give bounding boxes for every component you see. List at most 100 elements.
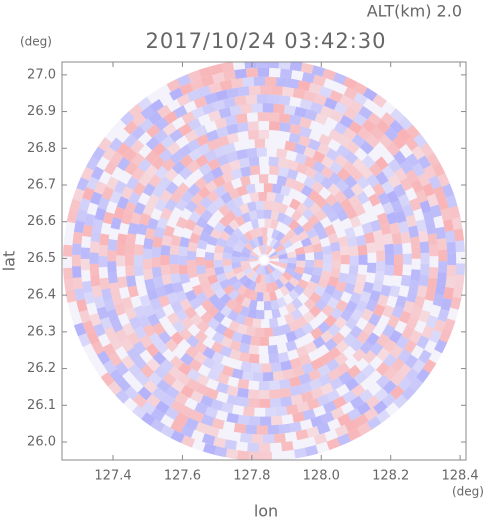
- radar-cell: [164, 406, 180, 421]
- radar-cell: [333, 121, 348, 135]
- radar-cell: [374, 387, 389, 402]
- radar-cell: [271, 308, 281, 319]
- radar-cell: [143, 238, 154, 250]
- radar-cell: [116, 142, 131, 157]
- radar-cell: [198, 66, 213, 79]
- radar-cell: [82, 320, 95, 335]
- radar-cell: [89, 312, 102, 327]
- annotation: ALT(km) 2.0: [367, 2, 462, 21]
- radar-cell: [264, 218, 272, 228]
- radar-cell: [249, 192, 259, 203]
- radar-cell: [245, 183, 256, 194]
- radar-cell: [237, 86, 250, 97]
- radar-cell: [107, 250, 117, 262]
- radar-cell: [246, 147, 258, 158]
- radar-cell: [289, 234, 301, 245]
- radar-cell: [445, 276, 456, 289]
- radar-cell: [270, 219, 279, 230]
- radar-cell: [249, 290, 258, 301]
- radar-cell: [213, 311, 226, 324]
- radar-cell: [151, 156, 166, 170]
- radar-cell: [126, 275, 137, 288]
- radar-cell: [91, 285, 103, 298]
- radar-cell: [405, 368, 420, 383]
- radar-cell: [271, 229, 280, 240]
- radar-cell: [186, 368, 201, 382]
- radar-cell: [294, 143, 307, 155]
- radar-cell: [258, 390, 270, 399]
- radar-cell: [152, 236, 163, 248]
- radar-cell: [353, 92, 368, 106]
- radar-cell: [368, 193, 381, 207]
- radar-cell: [256, 209, 264, 220]
- chart-title: 2017/10/24 03:42:30: [145, 29, 386, 53]
- radar-cell: [279, 285, 290, 297]
- radar-cell: [348, 245, 359, 257]
- radar-cell: [274, 193, 285, 204]
- radar-cell: [162, 122, 177, 137]
- radar-cell: [401, 325, 415, 340]
- radar-cell: [147, 217, 159, 230]
- radar-cell: [288, 320, 300, 332]
- radar-cell: [125, 176, 139, 191]
- radar-cell: [213, 260, 224, 268]
- radar-cell: [405, 169, 419, 184]
- radar-cell: [116, 255, 126, 267]
- radar-cell: [398, 116, 413, 131]
- radar-cell: [424, 288, 436, 302]
- radar-cell: [270, 281, 279, 292]
- radar-cell: [155, 285, 167, 298]
- y-tick-label: 26.5: [27, 251, 56, 266]
- radar-cell: [327, 276, 339, 288]
- radar-cell: [372, 280, 384, 293]
- radar-cell: [152, 322, 166, 336]
- radar-cell: [299, 382, 313, 394]
- radar-cell: [312, 221, 325, 233]
- x-tick-label: 128.4: [441, 469, 478, 484]
- radar-cell: [250, 251, 260, 258]
- radar-cell: [135, 371, 150, 387]
- radar-cell: [366, 242, 377, 254]
- radar-cell: [127, 285, 139, 298]
- radar-cell: [397, 348, 412, 364]
- radar-cell: [89, 241, 100, 253]
- radar-cell: [250, 219, 259, 230]
- radar-cell: [128, 363, 142, 378]
- radar-cell: [196, 133, 210, 147]
- radar-cell: [272, 240, 282, 250]
- radar-cell: [250, 362, 262, 373]
- radar-cell: [331, 259, 341, 270]
- radar-cell: [313, 259, 324, 269]
- radar-cell: [276, 77, 289, 88]
- radar-cell: [395, 295, 407, 308]
- radar-cell: [94, 181, 107, 195]
- radar-cell: [204, 92, 218, 105]
- radar-cell: [116, 156, 131, 172]
- radar-cell: [374, 156, 389, 171]
- radar-cell: [147, 313, 160, 327]
- radar-cell: [348, 265, 359, 276]
- x-tick-label: 127.4: [94, 469, 131, 484]
- radar-cell: [216, 135, 230, 148]
- radar-cell: [161, 235, 173, 247]
- radar-cell: [415, 219, 427, 232]
- radar-cell: [239, 305, 251, 317]
- radar-cell: [255, 62, 268, 68]
- radar-cell: [382, 324, 396, 338]
- radar-cell: [268, 273, 276, 283]
- radar-cell: [167, 312, 180, 326]
- radar-cell: [228, 188, 240, 200]
- radar-cell: [358, 254, 368, 265]
- radar-cell: [309, 305, 322, 318]
- radar-cell: [344, 175, 358, 189]
- radar-cell: [412, 359, 426, 374]
- radar-cell: [216, 373, 230, 385]
- radar-cell: [232, 227, 244, 239]
- radar-cell: [102, 146, 116, 161]
- radar-cell: [406, 124, 421, 140]
- radar-cell: [351, 133, 366, 148]
- radar-cell: [256, 425, 268, 435]
- radar-cell: [334, 190, 348, 204]
- radar-cell: [303, 266, 314, 276]
- radar-cell: [298, 135, 312, 147]
